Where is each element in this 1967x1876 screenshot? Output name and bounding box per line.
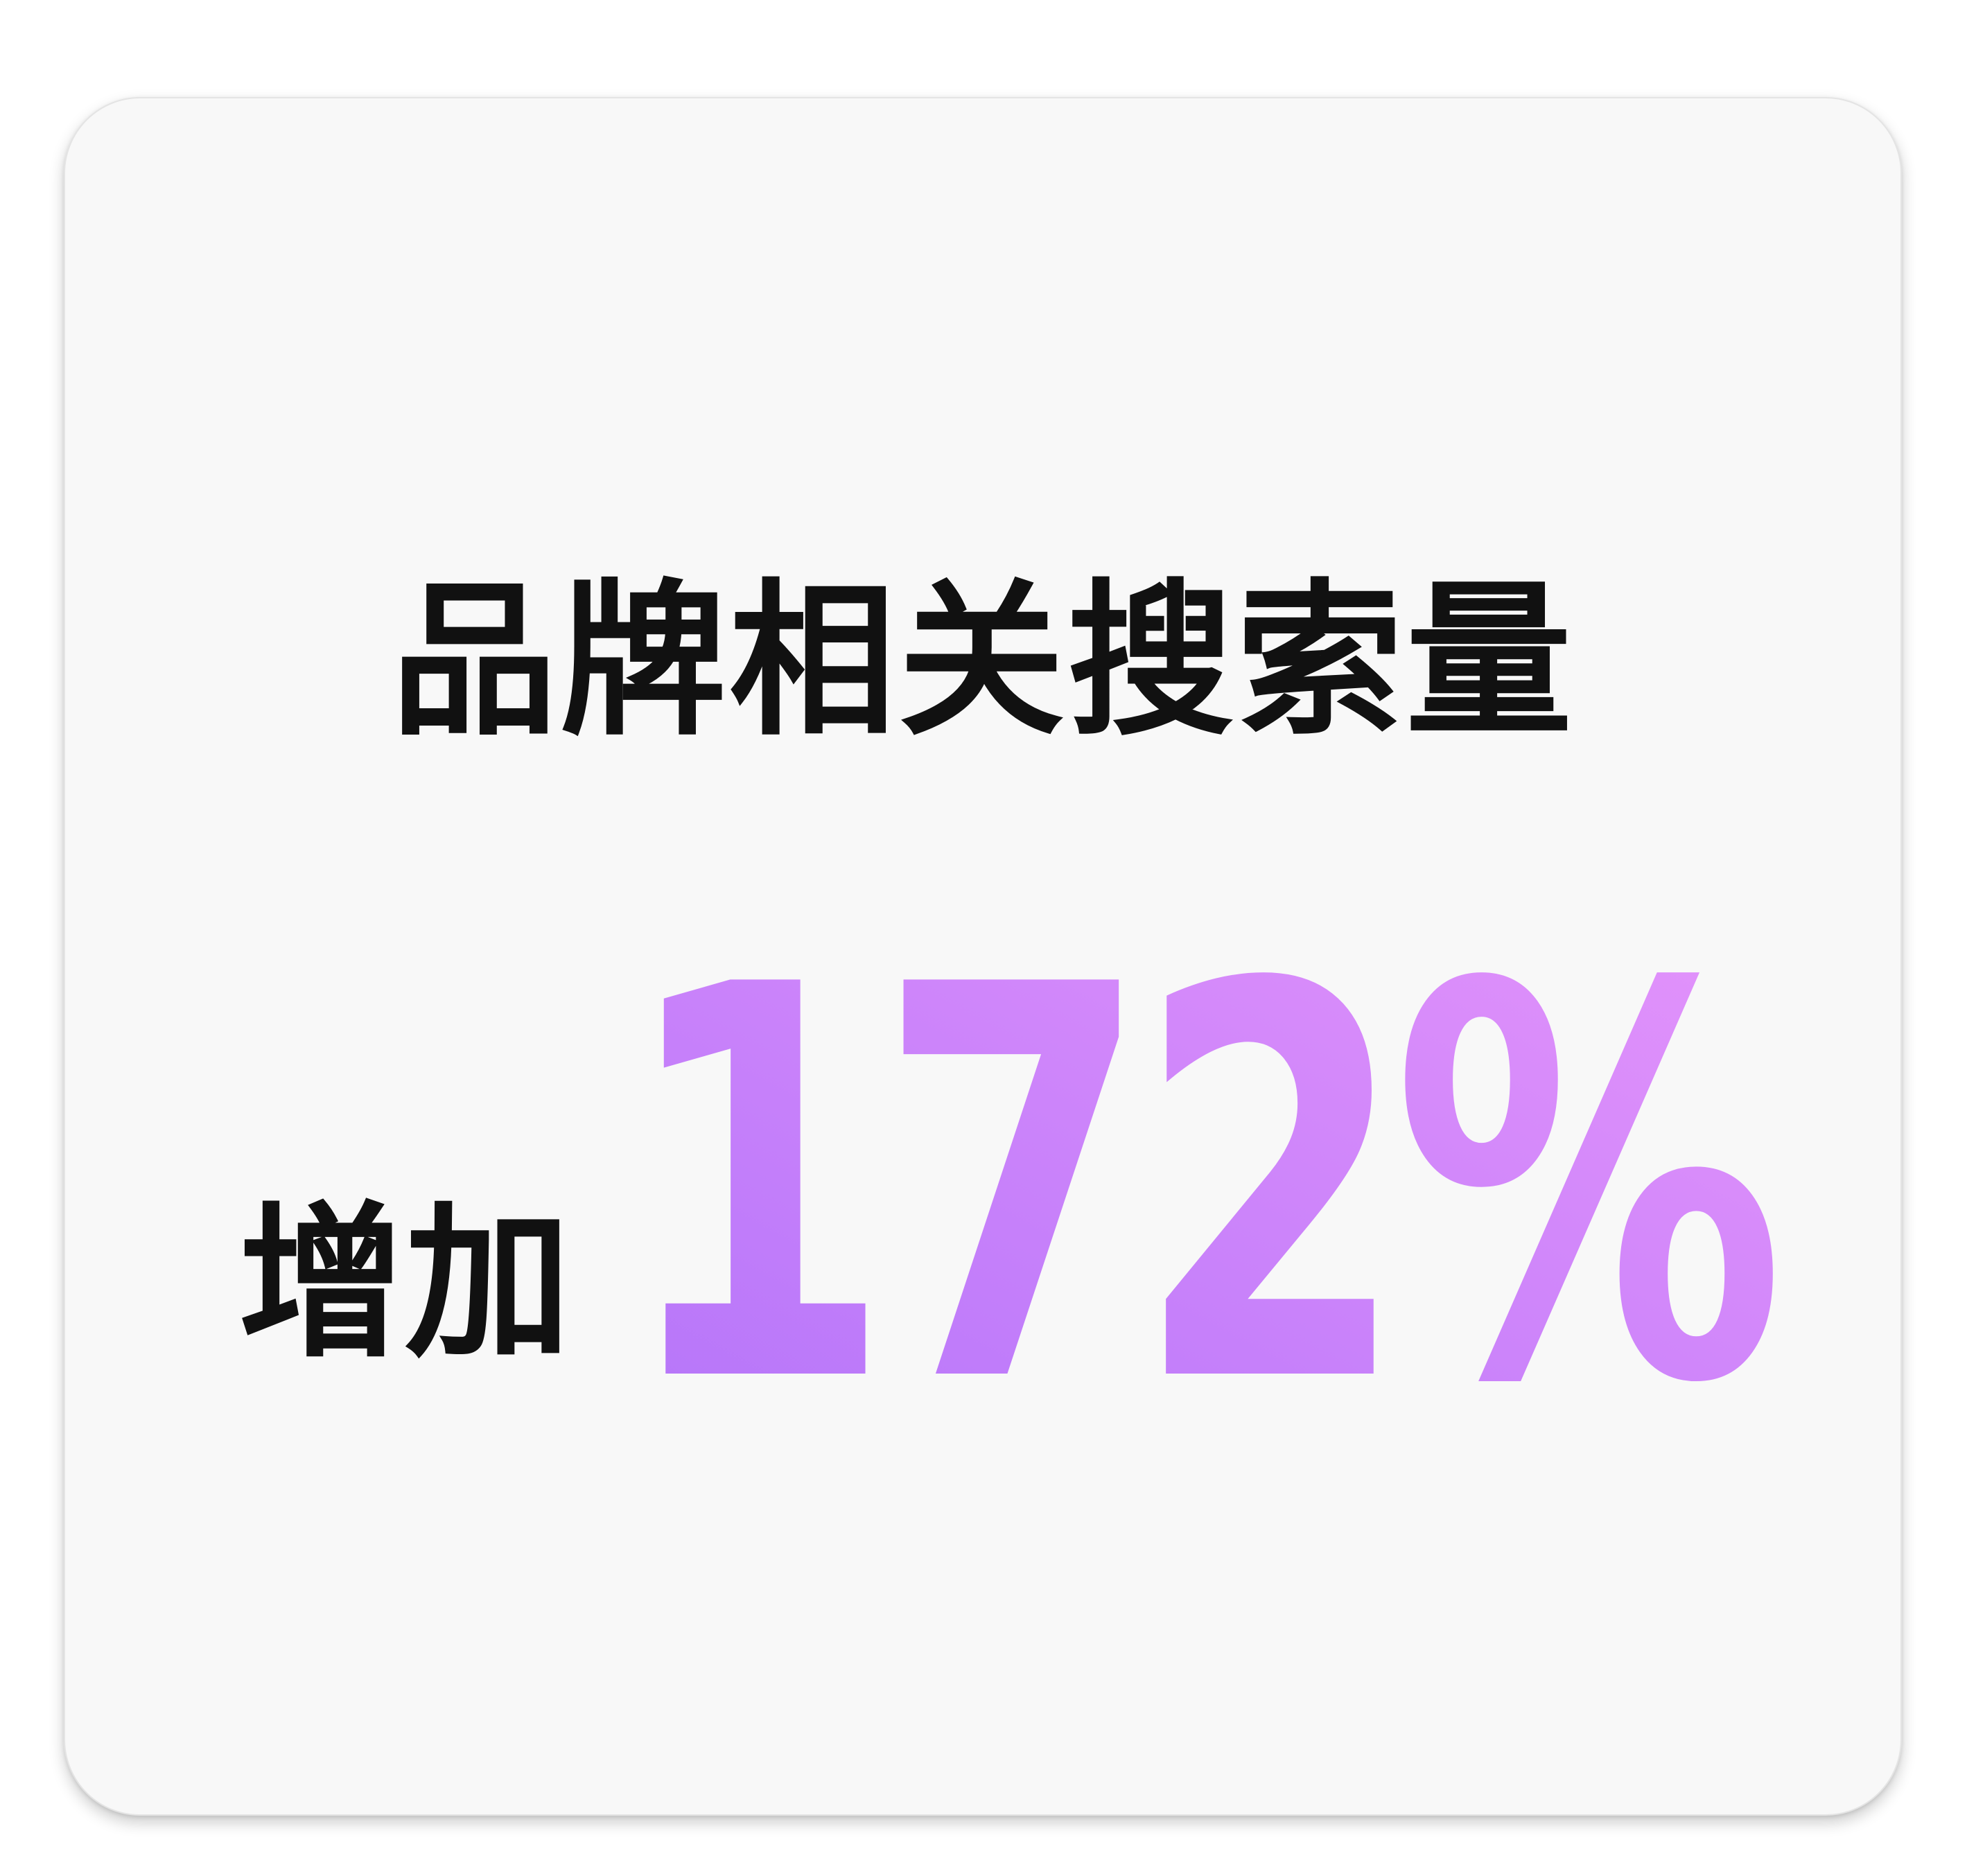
stat-value: 172% xyxy=(620,872,1778,1501)
stat-title: 品牌相关搜索量 xyxy=(390,564,1575,758)
stat-card: 品牌相关搜索量 增加 172% xyxy=(64,97,1902,1816)
stat-row: 增加 172% xyxy=(238,872,1833,1501)
stat-value-graphic: 172% xyxy=(620,872,1799,1501)
stat-prefix: 增加 xyxy=(238,1186,572,1380)
